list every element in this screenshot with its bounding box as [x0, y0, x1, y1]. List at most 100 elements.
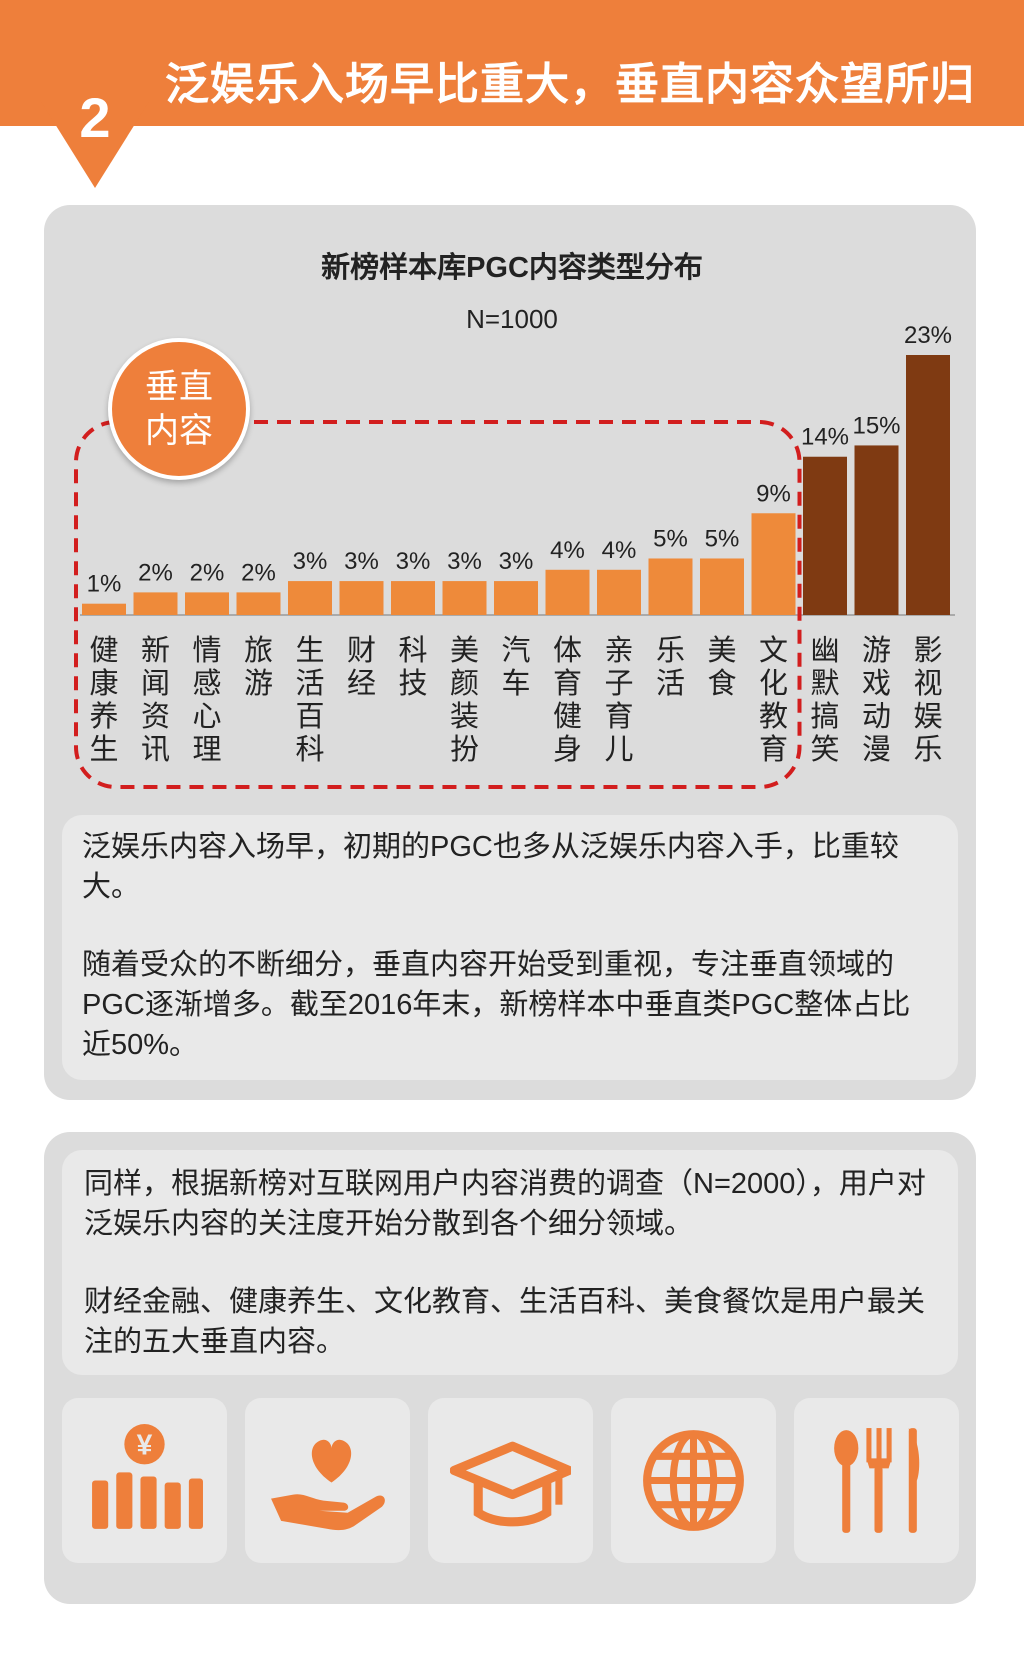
- vertical-content-badge-line-2: 内容: [145, 412, 213, 450]
- bar-value-label-3: 2%: [241, 559, 276, 586]
- bar-value-label-1: 2%: [138, 559, 173, 586]
- category-label-5-char-0: 财: [347, 633, 376, 667]
- category-label-9-char-3: 身: [553, 732, 582, 766]
- bar-value-label-4: 3%: [293, 548, 328, 575]
- category-label-15-char-0: 游: [862, 633, 891, 667]
- category-label-12-char-0: 美: [707, 633, 736, 667]
- category-label-6-char-0: 科: [398, 633, 427, 667]
- category-label-13-char-3: 育: [759, 732, 788, 766]
- category-label-12-char-1: 食: [707, 666, 736, 700]
- section-number: 2: [79, 86, 111, 149]
- category-label-5-char-1: 经: [347, 666, 376, 700]
- category-label-15-char-3: 漫: [862, 732, 891, 766]
- category-label-10-char-3: 儿: [604, 732, 633, 766]
- category-label-16-char-3: 乐: [913, 732, 942, 766]
- category-label-7-char-0: 美: [450, 633, 479, 667]
- category-label-3-char-1: 游: [244, 666, 273, 700]
- category-label-6-char-1: 技: [398, 666, 427, 700]
- category-label-2-char-1: 感: [192, 666, 221, 700]
- bar-11: [648, 558, 693, 615]
- category-label-13-char-2: 教: [759, 699, 788, 733]
- cutlery-icon: [834, 1428, 920, 1533]
- category-label-10-char-1: 子: [604, 666, 633, 700]
- bar-value-label-14: 14%: [801, 424, 849, 451]
- bar-value-label-8: 3%: [499, 548, 534, 575]
- category-label-4-char-1: 活: [295, 666, 324, 700]
- category-label-3-char-0: 旅: [244, 633, 273, 667]
- bar-13: [751, 513, 796, 615]
- category-label-0-char-0: 健: [89, 633, 118, 667]
- tile-lifestyle: [611, 1398, 776, 1563]
- bar-value-label-7: 3%: [447, 548, 482, 575]
- finance-chart-yen-icon: ¥: [92, 1424, 203, 1529]
- category-label-13-char-0: 文: [759, 633, 788, 667]
- category-label-9-char-1: 育: [553, 666, 582, 700]
- survey-text-box: 同样，根据新榜对互联网用户内容消费的调查（N=2000），用户对泛娱乐内容的关注…: [62, 1150, 958, 1375]
- category-label-11-char-1: 活: [656, 666, 685, 700]
- category-label-13-char-1: 化: [759, 666, 788, 700]
- graduation-cap-icon: [450, 1441, 571, 1527]
- vertical-content-badge: 垂直 内容: [108, 338, 250, 480]
- bar-value-label-13: 9%: [756, 480, 791, 507]
- category-label-14-char-3: 笑: [810, 732, 839, 766]
- tile-health: [245, 1398, 410, 1563]
- category-label-1-char-1: 闻: [141, 666, 170, 700]
- category-label-8-char-0: 汽: [501, 633, 530, 667]
- category-label-4-char-3: 科: [295, 732, 324, 766]
- category-label-16-char-0: 影: [913, 633, 942, 667]
- bar-16: [906, 355, 950, 615]
- category-label-7-char-1: 颜: [450, 666, 479, 700]
- category-label-2-char-0: 情: [192, 633, 221, 667]
- category-label-16-char-1: 视: [913, 666, 942, 700]
- category-label-2-char-2: 心: [192, 699, 221, 733]
- top-vertical-icons: ¥: [62, 1398, 959, 1568]
- bar-value-label-0: 1%: [87, 571, 122, 598]
- category-label-0-char-3: 生: [89, 732, 118, 766]
- tile-finance: ¥: [62, 1398, 227, 1563]
- bar-1: [133, 592, 178, 615]
- category-label-2-char-3: 理: [192, 732, 221, 766]
- vertical-content-badge-line-1: 垂直: [145, 368, 213, 406]
- bar-value-label-9: 4%: [550, 537, 585, 564]
- category-label-9-char-2: 健: [553, 699, 582, 733]
- category-label-7-char-3: 扮: [450, 732, 479, 766]
- bar-value-label-2: 2%: [190, 559, 225, 586]
- survey-paragraph-1: 同样，根据新榜对互联网用户内容消费的调查（N=2000），用户对泛娱乐内容的关注…: [84, 1168, 926, 1240]
- category-label-14-char-2: 搞: [810, 699, 839, 733]
- bar-value-label-15: 15%: [852, 412, 900, 439]
- category-label-14-char-0: 幽: [810, 633, 839, 667]
- summary-text-box: 泛娱乐内容入场早，初期的PGC也多从泛娱乐内容入手，比重较大。 随着受众的不断细…: [62, 815, 958, 1080]
- bar-value-label-6: 3%: [396, 548, 431, 575]
- heart-hand-icon: [271, 1439, 385, 1531]
- tile-education: [428, 1398, 593, 1563]
- survey-paragraph-2: 财经金融、健康养生、文化教育、生活百科、美食餐饮是用户最关注的五大垂直内容。: [84, 1286, 926, 1358]
- category-label-15-char-2: 动: [862, 699, 891, 733]
- category-label-1-char-0: 新: [141, 633, 170, 667]
- bar-5: [339, 581, 384, 615]
- bar-10: [597, 569, 641, 615]
- category-label-4-char-2: 百: [295, 699, 324, 733]
- category-label-14-char-1: 默: [810, 666, 839, 700]
- tile-food: [794, 1398, 959, 1563]
- bar-9: [545, 569, 590, 615]
- category-label-10-char-2: 育: [604, 699, 633, 733]
- category-label-0-char-2: 养: [89, 699, 118, 733]
- bar-14: [803, 456, 847, 615]
- bar-0: [82, 603, 126, 615]
- bar-15: [854, 445, 899, 615]
- summary-paragraph-1: 泛娱乐内容入场早，初期的PGC也多从泛娱乐内容入手，比重较大。: [82, 831, 899, 903]
- bar-value-label-16: 23%: [904, 322, 952, 349]
- category-label-10-char-0: 亲: [604, 633, 633, 667]
- bar-value-label-10: 4%: [602, 537, 637, 564]
- category-label-15-char-1: 戏: [862, 666, 891, 700]
- bar-value-label-12: 5%: [705, 525, 740, 552]
- category-label-7-char-2: 装: [450, 699, 479, 733]
- bar-7: [442, 581, 487, 615]
- bar-8: [494, 581, 538, 615]
- category-label-9-char-0: 体: [553, 633, 582, 667]
- category-label-11-char-0: 乐: [656, 633, 685, 667]
- category-label-1-char-3: 讯: [141, 732, 170, 766]
- yen-symbol: ¥: [137, 1428, 153, 1460]
- category-label-1-char-2: 资: [141, 699, 170, 733]
- section-number-badge: [40, 100, 150, 188]
